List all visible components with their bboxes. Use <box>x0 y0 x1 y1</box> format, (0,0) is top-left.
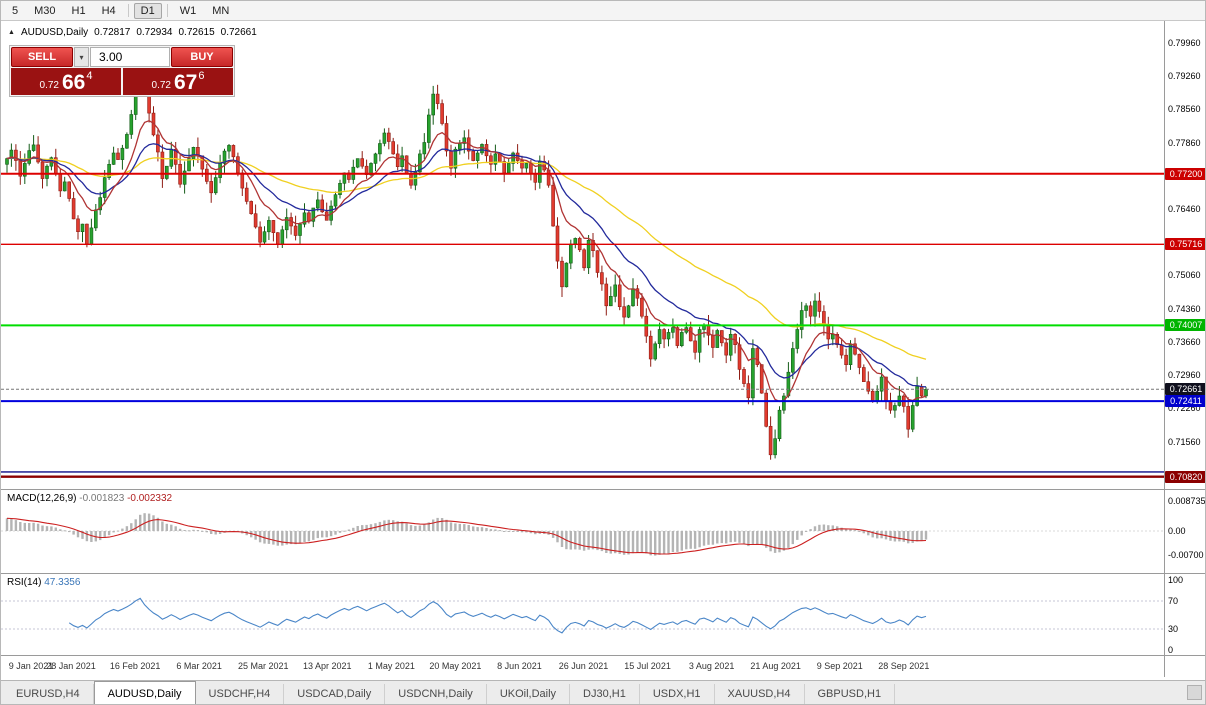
price-axis-label: 0.74360 <box>1168 303 1201 314</box>
macd-signal-value: -0.002332 <box>127 493 173 504</box>
rsi-chart <box>1 597 1164 634</box>
price-axis-label: 0.00 <box>1168 526 1186 536</box>
price-level-badge: 0.74007 <box>1165 319 1205 332</box>
price-axis-label: 0.008735 <box>1168 495 1206 506</box>
date-axis-label: 16 Feb 2021 <box>109 661 161 671</box>
date-axis-label: 26 Jun 2021 <box>558 661 609 671</box>
date-axis-label: 6 Mar 2021 <box>176 661 222 671</box>
macd-chart <box>1 513 1164 556</box>
timeframe-button-mn[interactable]: MN <box>212 4 230 17</box>
sell-price-pip: 4 <box>86 70 93 82</box>
buy-price-display[interactable]: 0.72 67 6 <box>123 68 233 95</box>
chart-tab-gbpusd-h1[interactable]: GBPUSD,H1 <box>805 684 896 704</box>
date-axis-label: 8 Jun 2021 <box>497 661 542 671</box>
date-axis-label: 28 Jan 2021 <box>46 661 96 671</box>
price-level-badge: 0.72411 <box>1165 395 1205 408</box>
price-axis-label: 30 <box>1168 624 1179 634</box>
toolbar-separator <box>127 4 129 17</box>
macd-label: MACD(12,26,9) -0.001823 -0.002332 <box>7 493 172 504</box>
chart-tab-ukoil-daily[interactable]: UKOil,Daily <box>487 684 571 704</box>
price-chart-pane[interactable]: ▲ AUDUSD,Daily 0.72817 0.72934 0.72615 0… <box>1 21 1205 489</box>
macd-name: MACD(12,26,9) <box>7 493 77 504</box>
ohlc-open: 0.72817 <box>94 27 131 38</box>
date-axis-label: 25 Mar 2021 <box>237 661 289 671</box>
price-level-badge: 0.70820 <box>1165 470 1205 483</box>
price-axis-label: 0.79260 <box>1168 71 1201 82</box>
rsi-indicator-pane[interactable]: RSI(14) 47.3356 <box>1 573 1205 655</box>
tab-bar-scroll-thumb[interactable] <box>1187 685 1202 700</box>
chart-tab-usdx-h1[interactable]: USDX,H1 <box>640 684 715 704</box>
price-axis-label: 0.76460 <box>1168 203 1201 214</box>
timeframe-button-m30[interactable]: M30 <box>34 4 56 17</box>
date-axis-label: 1 May 2021 <box>367 661 415 671</box>
chart-symbol: AUDUSD,Daily <box>20 27 89 38</box>
buy-price-main: 67 <box>173 71 198 94</box>
chart-tab-usdchf-h4[interactable]: USDCHF,H4 <box>196 684 285 704</box>
one-click-collapse-icon[interactable]: ▲ <box>8 29 15 36</box>
price-axis-label: 0.77860 <box>1168 137 1201 148</box>
date-axis-label: 9 Jan 2021 <box>8 661 54 671</box>
rsi-label: RSI(14) 47.3356 <box>7 577 80 588</box>
current-price-badge: 0.72661 <box>1165 383 1205 396</box>
buy-button[interactable]: BUY <box>171 47 233 67</box>
candlestick-chart <box>1 50 1164 478</box>
price-axis-label: 0.72960 <box>1168 370 1201 381</box>
toolbar-separator <box>166 4 168 17</box>
timeframe-button-5[interactable]: 5 <box>12 4 19 17</box>
price-axis-label: 0.71560 <box>1168 436 1201 447</box>
price-axis-label: 0.78560 <box>1168 104 1201 115</box>
price-level-badge: 0.75716 <box>1165 238 1205 251</box>
date-axis-label: 13 Apr 2021 <box>303 661 352 671</box>
sell-price-main: 66 <box>61 71 86 94</box>
chart-tab-bar: EURUSD,H4 AUDUSD,Daily USDCHF,H4 USDCAD,Dai… <box>1 680 1205 704</box>
chart-tab-xauusd-h4[interactable]: XAUUSD,H4 <box>715 684 805 704</box>
timeframe-button-d1[interactable]: D1 <box>133 2 162 19</box>
price-axis-label: 70 <box>1168 596 1179 606</box>
date-axis-label: 3 Aug 2021 <box>688 661 735 671</box>
date-axis-label: 20 May 2021 <box>429 661 482 671</box>
chart-ohlc-header: ▲ AUDUSD,Daily 0.72817 0.72934 0.72615 0… <box>8 27 257 38</box>
chart-tab-dj30-h1[interactable]: DJ30,H1 <box>570 684 640 704</box>
sell-button[interactable]: SELL <box>11 47 73 67</box>
ohlc-close: 0.72661 <box>220 27 257 38</box>
buy-price-prefix: 0.72 <box>151 80 171 91</box>
ohlc-high: 0.72934 <box>136 27 173 38</box>
date-axis-label: 15 Jul 2021 <box>624 661 671 671</box>
rsi-name: RSI(14) <box>7 577 42 588</box>
price-axis-label: 0.72260 <box>1168 403 1201 414</box>
chart-tab-audusd-daily[interactable]: AUDUSD,Daily <box>93 681 196 704</box>
ohlc-low: 0.72615 <box>178 27 215 38</box>
date-axis-label: 21 Aug 2021 <box>750 661 801 671</box>
macd-main-value: -0.001823 <box>79 493 125 504</box>
price-axis-label: 0 <box>1168 645 1174 655</box>
chevron-down-icon: ▾ <box>79 52 84 62</box>
price-level-badge: 0.77200 <box>1165 167 1205 180</box>
date-axis-label: 9 Sep 2021 <box>816 661 863 671</box>
rsi-current-value: 47.3356 <box>44 577 81 588</box>
buy-price-pip: 6 <box>198 70 205 82</box>
chart-tab-usdcnh-daily[interactable]: USDCNH,Daily <box>385 684 487 704</box>
one-click-trading-panel: SELL ▾ 3.00 BUY 0.72 66 4 0.72 67 6 <box>9 45 235 97</box>
timeframe-button-h1[interactable]: H1 <box>71 4 86 17</box>
price-axis-label: 0.79960 <box>1168 37 1201 48</box>
macd-indicator-pane[interactable]: MACD(12,26,9) -0.001823 -0.002332 <box>1 489 1205 573</box>
timeframe-toolbar: 5 M30 H1 H4 D1 W1 MN <box>1 1 1205 21</box>
chart-tab-usdcad-daily[interactable]: USDCAD,Daily <box>284 684 386 704</box>
timeframe-button-w1[interactable]: W1 <box>179 4 197 17</box>
sell-price-prefix: 0.72 <box>39 80 59 91</box>
price-axis-label: -0.00700 <box>1168 550 1204 561</box>
date-axis: 9 Jan 2021 28 Jan 2021 16 Feb 2021 6 Mar 20… <box>1 655 1205 677</box>
sell-price-display[interactable]: 0.72 66 4 <box>11 68 121 95</box>
chart-tab-eurusd-h4[interactable]: EURUSD,H4 <box>3 684 94 704</box>
volume-dropdown-button[interactable]: ▾ <box>74 47 89 67</box>
volume-input[interactable]: 3.00 <box>90 47 170 67</box>
date-axis-label: 28 Sep 2021 <box>878 661 930 671</box>
price-axis-label: 0.73660 <box>1168 336 1201 347</box>
price-scale-separator <box>1164 21 1165 677</box>
price-axis-label: 100 <box>1168 575 1184 585</box>
price-axis-label: 0.75060 <box>1168 270 1201 281</box>
timeframe-button-h4[interactable]: H4 <box>101 4 116 17</box>
